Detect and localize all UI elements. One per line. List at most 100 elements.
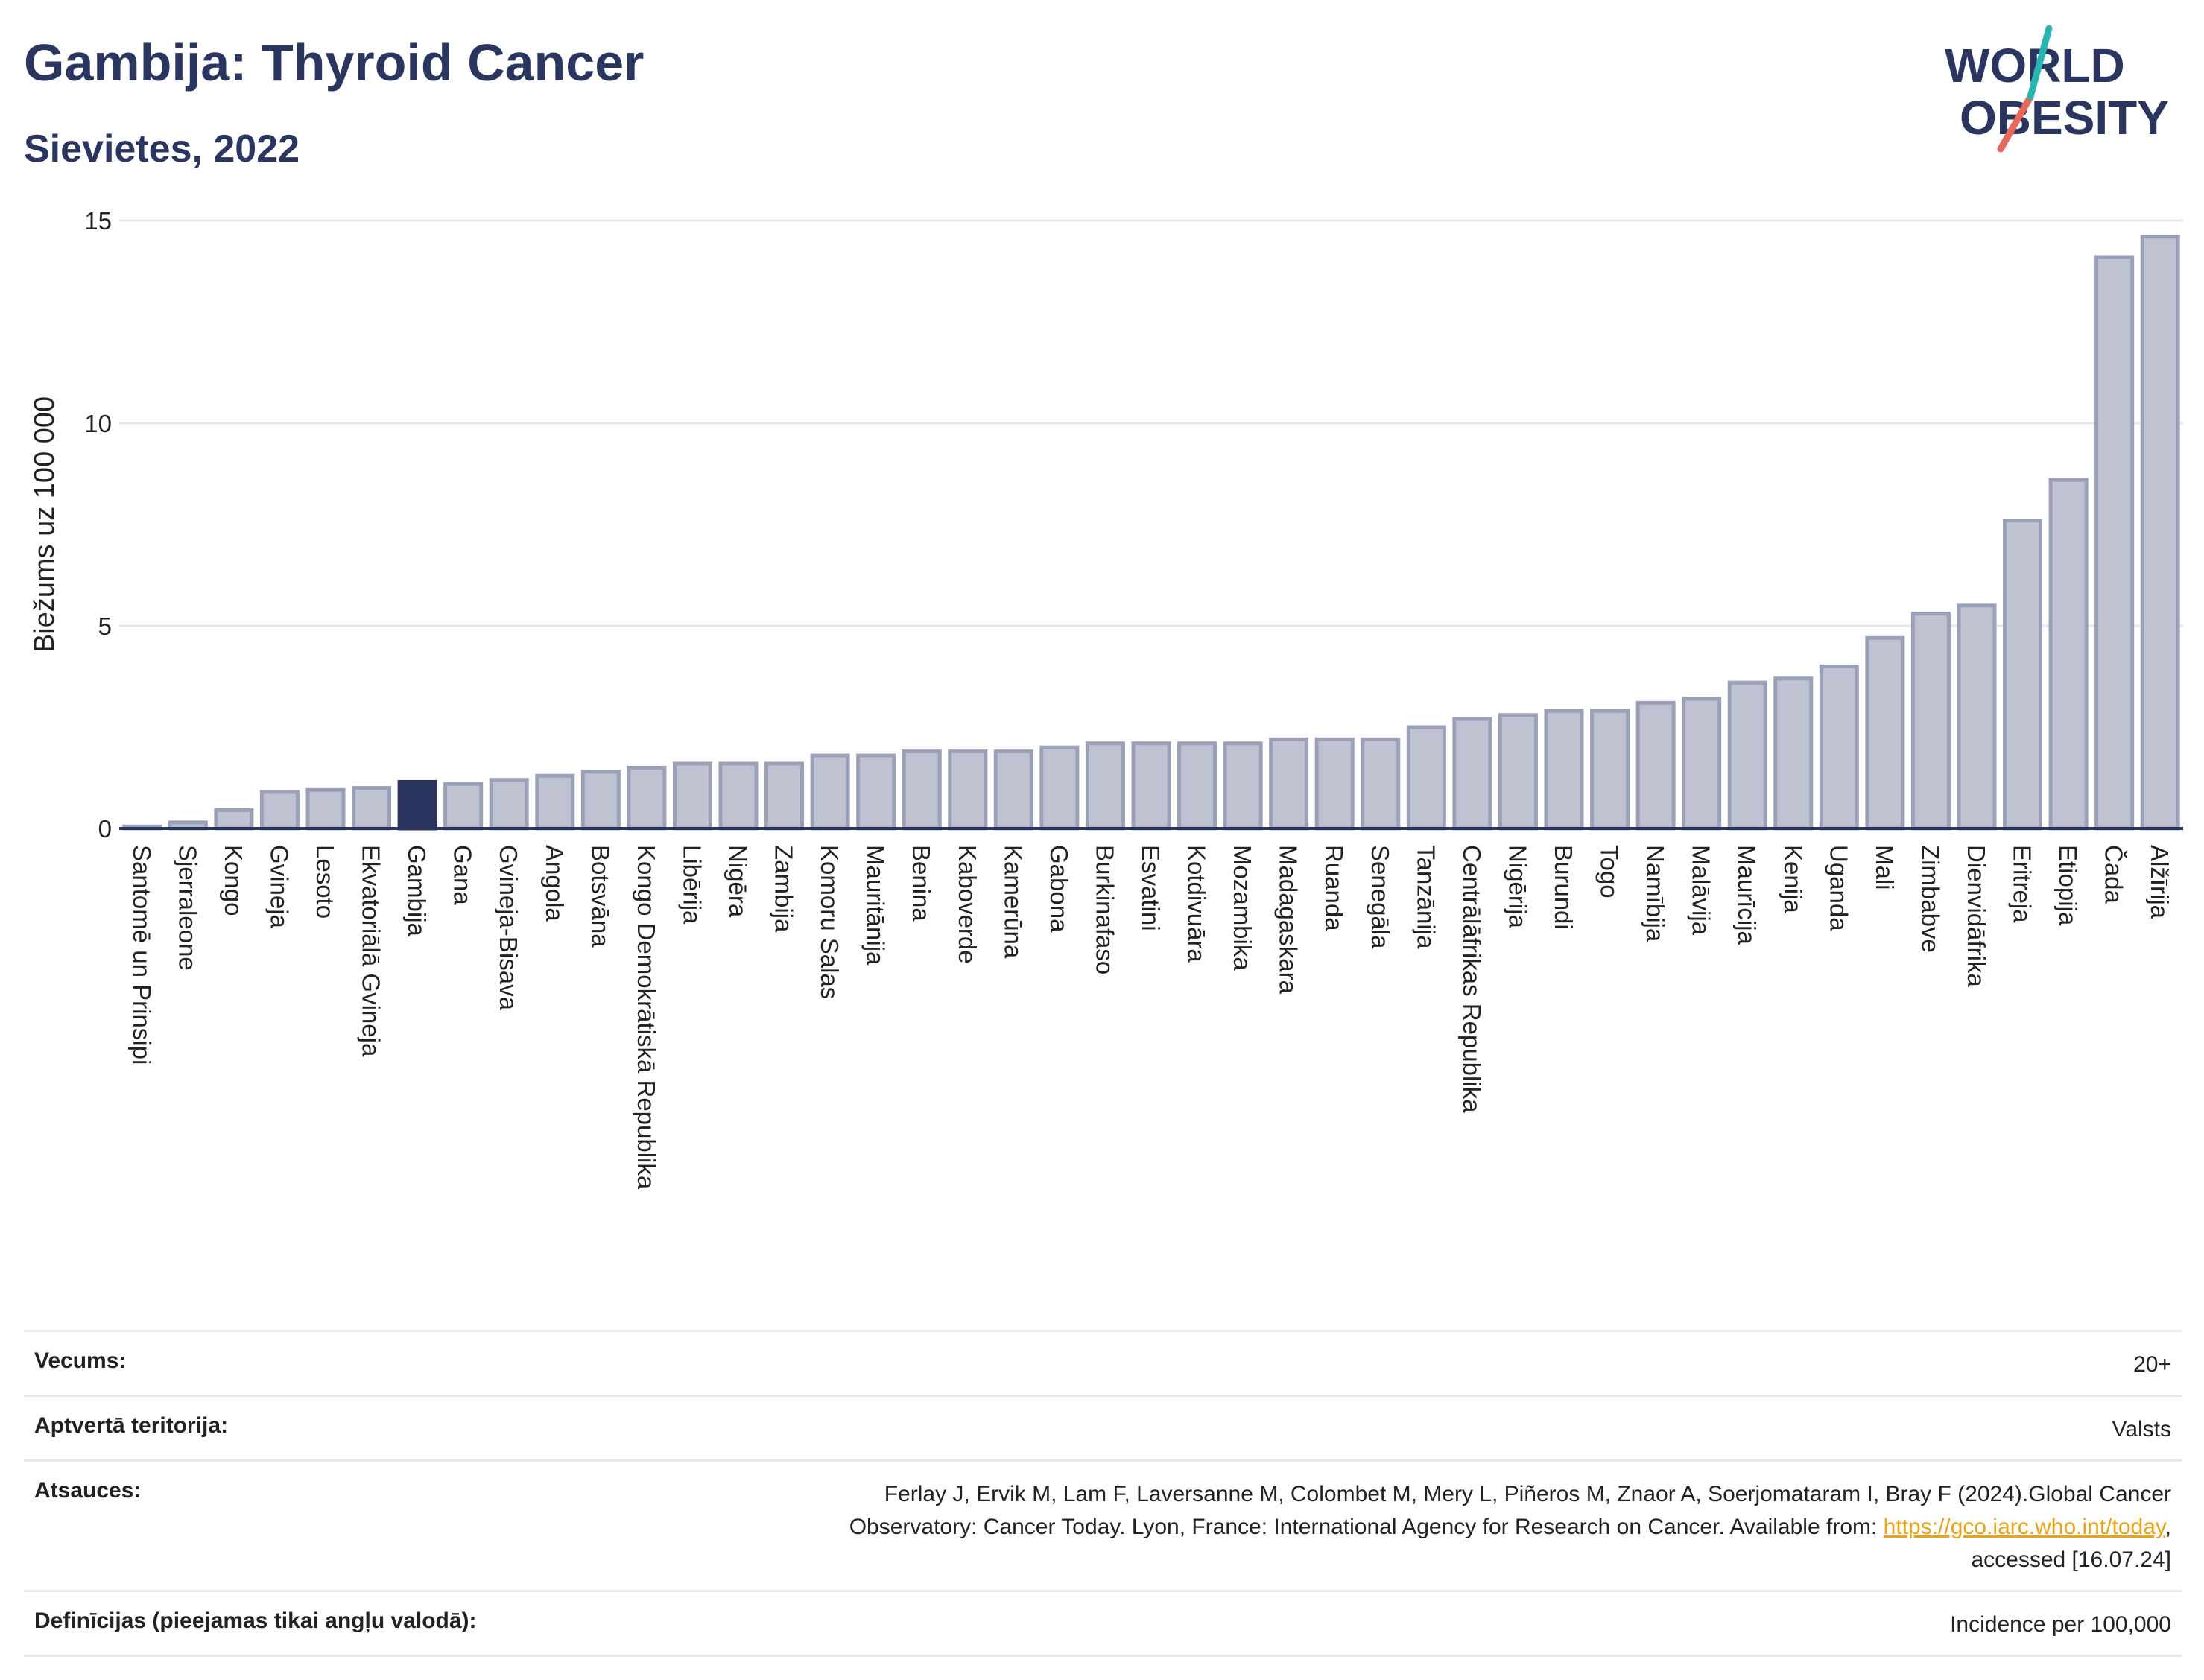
meta-row-coverage: Aptvertā teritorija: Valsts xyxy=(24,1395,2182,1459)
bar xyxy=(1957,603,1997,831)
meta-key: Vecums: xyxy=(34,1348,127,1373)
bar xyxy=(902,749,942,831)
x-category-label: Madagaskara xyxy=(1275,845,1302,995)
meta-value: Ferlay J, Ervik M, Lam F, Laversanne M, … xyxy=(849,1478,2171,1576)
x-category-label: Gambija xyxy=(403,845,431,937)
x-category-label: Burundi xyxy=(1550,845,1577,930)
y-axis-label: Biežums uz 100 000 xyxy=(29,396,60,653)
x-category-label: Komoru Salas xyxy=(816,845,843,999)
x-category-label: Gvineja-Bisava xyxy=(495,845,522,1011)
bar xyxy=(948,749,988,831)
reference-line-3: accessed [16.07.24] xyxy=(1971,1547,2171,1572)
x-category-label: Mauritānija xyxy=(862,845,890,966)
x-category-label: Uganda xyxy=(1825,845,1852,931)
bar xyxy=(352,786,392,831)
bar xyxy=(1727,680,1767,831)
bar xyxy=(1910,612,1951,831)
x-category-label: Santomē un Prinsipi xyxy=(128,845,156,1065)
bar xyxy=(1314,737,1355,831)
bar xyxy=(1865,635,1905,831)
x-category-label: Zambija xyxy=(770,845,798,933)
meta-key: Definīcijas (pieejamas tikai angļu valod… xyxy=(34,1608,477,1633)
bar xyxy=(627,765,667,831)
meta-row-references: Atsauces: Ferlay J, Ervik M, Lam F, Lave… xyxy=(24,1459,2182,1590)
x-category-label: Kaboverde xyxy=(954,845,981,964)
x-category-label: Sjerraleone xyxy=(174,845,201,971)
bar xyxy=(672,761,712,831)
world-obesity-logo: WORLD OBESITY xyxy=(1945,25,2169,153)
bar xyxy=(489,778,529,831)
x-category-label: Gana xyxy=(449,845,477,905)
x-category-label: Maurīcija xyxy=(1733,845,1761,945)
bar xyxy=(1452,717,1492,831)
y-tick-label: 15 xyxy=(84,207,112,235)
x-category-label: Kamerūna xyxy=(999,845,1027,959)
x-category-label: Dienvidāfrika xyxy=(1963,845,1990,987)
bar-highlight xyxy=(397,779,437,831)
x-category-label: Mozambika xyxy=(1229,845,1256,971)
x-category-label: Malāvija xyxy=(1688,845,1715,936)
meta-key: Aptvertā teritorija: xyxy=(34,1413,229,1438)
meta-value: Incidence per 100,000 xyxy=(1950,1612,2171,1637)
x-category-label: Benina xyxy=(908,845,935,922)
bar xyxy=(1682,697,1722,831)
x-category-label: Togo xyxy=(1596,845,1624,898)
x-category-label: Esvatini xyxy=(1137,845,1165,931)
svg-text:OBESITY: OBESITY xyxy=(1960,91,2169,145)
x-category-label: Ruanda xyxy=(1320,845,1348,931)
bar xyxy=(1085,741,1125,831)
bar xyxy=(535,773,575,831)
y-tick-label: 10 xyxy=(84,410,112,437)
bar xyxy=(1544,709,1584,831)
bar xyxy=(1269,737,1309,831)
x-category-label: Čada xyxy=(2100,845,2128,904)
x-category-label: Zimbabve xyxy=(1916,845,1944,953)
bar xyxy=(2094,255,2135,831)
x-category-label: Tanzānija xyxy=(1412,845,1440,949)
reference-link[interactable]: https://gco.iarc.who.int/today xyxy=(1883,1515,2165,1539)
x-category-label: Nigērija xyxy=(1504,845,1531,929)
meta-row-definitions: Definīcijas (pieejamas tikai angļu valod… xyxy=(24,1590,2182,1657)
meta-key: Atsauces: xyxy=(34,1478,142,1503)
x-category-label: Kenija xyxy=(1779,845,1807,913)
chart-subtitle: Sievietes, 2022 xyxy=(24,127,300,171)
meta-value: 20+ xyxy=(2133,1352,2171,1377)
bar xyxy=(718,761,759,831)
bar xyxy=(580,770,621,831)
bar xyxy=(1406,725,1446,831)
reference-line-2-end: , xyxy=(2165,1515,2171,1539)
bar xyxy=(1819,664,1859,831)
bar xyxy=(1039,745,1080,831)
reference-line-2: Observatory: Cancer Today. Lyon, France:… xyxy=(849,1515,1884,1539)
x-category-label: Burkinafaso xyxy=(1091,845,1118,974)
x-category-label: Namībija xyxy=(1641,845,1669,942)
bar xyxy=(856,753,896,831)
y-tick-label: 5 xyxy=(98,612,112,640)
x-category-label: Kongo Demokrātiskā Republika xyxy=(633,845,660,1190)
x-category-label: Gabona xyxy=(1045,845,1073,933)
bar-chart: 0 5 10 15 Biežums uz 100 000 Santomē un Prins… xyxy=(29,207,2183,1190)
bar xyxy=(1590,709,1630,831)
x-category-label: Kotdivuāra xyxy=(1183,845,1211,963)
bar xyxy=(2003,519,2043,831)
metadata-table: Vecums: 20+ Aptvertā teritorija: Valsts … xyxy=(24,1330,2182,1657)
bar xyxy=(2048,478,2089,831)
x-category-label: Eritreja xyxy=(2009,845,2036,923)
bar xyxy=(259,790,300,831)
reference-line-1: Ferlay J, Ervik M, Lam F, Laversanne M, … xyxy=(884,1482,2171,1506)
bar xyxy=(214,808,254,831)
x-category-label: Ekvatoriālā Gvineja xyxy=(358,845,385,1057)
x-category-label: Mali xyxy=(1871,845,1899,890)
bar xyxy=(1498,713,1538,831)
bar xyxy=(1177,741,1217,831)
x-category-label: Senegāla xyxy=(1367,845,1394,949)
bar xyxy=(1223,741,1263,831)
x-category-label: Lesoto xyxy=(311,845,339,919)
x-category-label: Botsvāna xyxy=(586,845,614,948)
bar xyxy=(2140,235,2180,831)
bar xyxy=(810,753,850,831)
x-category-label: Angola xyxy=(541,845,569,922)
chart-title: Gambija: Thyroid Cancer xyxy=(24,34,645,92)
bar xyxy=(305,787,346,831)
meta-row-age: Vecums: 20+ xyxy=(24,1330,2182,1395)
